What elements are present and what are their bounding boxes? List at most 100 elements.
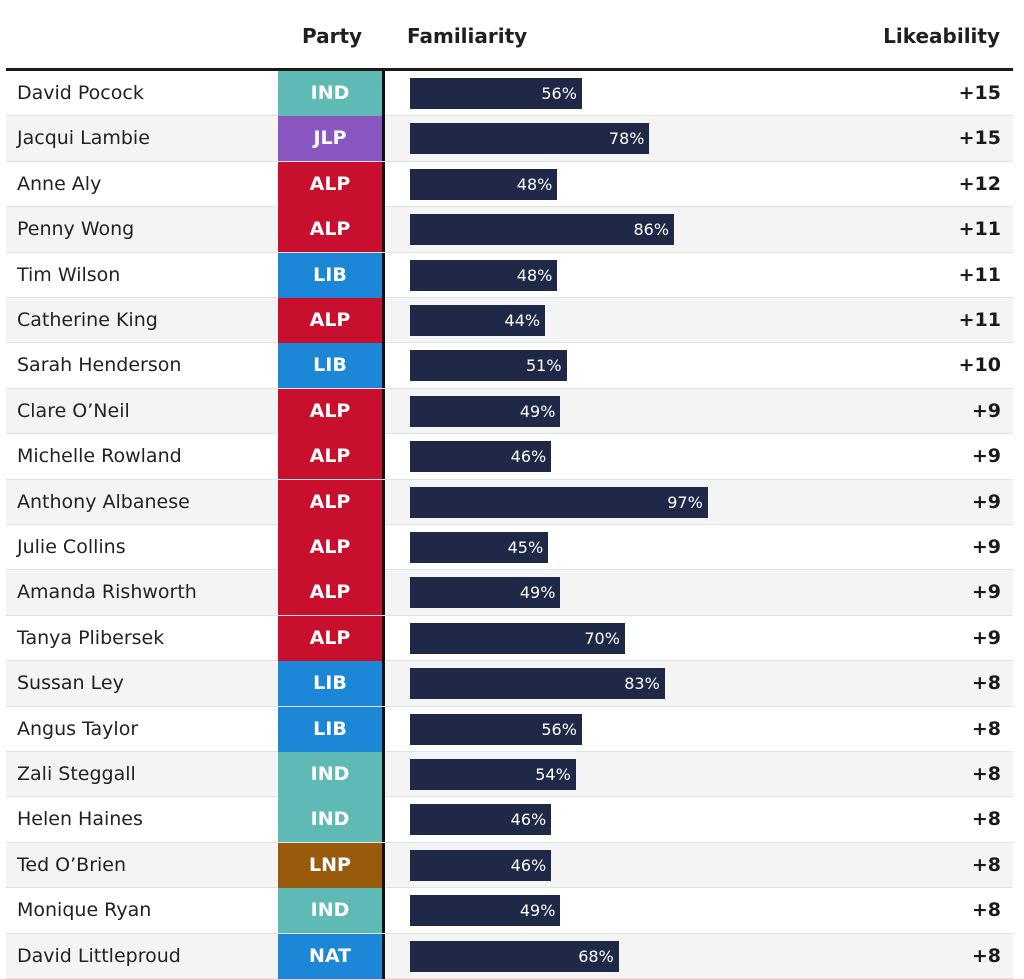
familiarity-value-label: 56% xyxy=(541,84,577,103)
party-badge: LIB xyxy=(278,343,382,389)
party-badge: ALP xyxy=(278,434,382,480)
familiarity-value-label: 68% xyxy=(578,946,614,966)
column-divider xyxy=(382,116,385,162)
familiarity-bar: 68% xyxy=(410,940,619,972)
column-divider xyxy=(382,797,385,843)
likeability-value: +12 xyxy=(958,172,1001,195)
familiarity-value-label: 56% xyxy=(541,719,577,739)
familiarity-value-label: 45% xyxy=(507,538,544,557)
party-badge: LIB xyxy=(278,252,382,298)
column-divider xyxy=(382,388,385,434)
column-divider xyxy=(382,207,385,253)
familiarity-bar: 45% xyxy=(410,532,549,563)
familiarity-bar: 97% xyxy=(410,486,708,518)
column-divider xyxy=(382,434,385,480)
table-row: Anthony Albanese ALP 97% +9 xyxy=(6,479,1013,525)
party-badge: ALP xyxy=(278,207,382,253)
party-badge: LIB xyxy=(278,706,382,752)
table-row: Anne Aly ALP 48% +12 xyxy=(6,161,1013,208)
familiarity-value-label: 51% xyxy=(526,356,562,376)
familiarity-value-label: 70% xyxy=(584,628,620,648)
politician-name: Zali Steggall xyxy=(17,763,136,785)
likeability-value: +11 xyxy=(958,309,1001,331)
likeability-value: +8 xyxy=(971,717,1001,740)
familiarity-bar: 49% xyxy=(410,577,561,609)
politician-name: Catherine King xyxy=(17,309,158,331)
table-row: Zali Steggall IND 54% +8 xyxy=(6,752,1013,798)
familiarity-bar: 46% xyxy=(410,441,552,473)
party-badge: LIB xyxy=(278,661,382,707)
familiarity-value-label: 49% xyxy=(519,901,556,921)
party-badge: ALP xyxy=(278,161,382,207)
familiarity-bar: 48% xyxy=(410,259,558,291)
likeability-value: +8 xyxy=(971,763,1001,785)
table-row: Amanda Rishworth ALP 49% +9 xyxy=(6,570,1013,616)
table-row: Jacqui Lambie JLP 78% +15 xyxy=(6,116,1013,162)
politician-name: Ted O’Brien xyxy=(17,853,127,876)
politician-name: Tim Wilson xyxy=(17,263,121,286)
column-divider xyxy=(382,933,385,979)
familiarity-value-label: 83% xyxy=(624,674,660,694)
likeability-value: +15 xyxy=(958,82,1001,104)
likeability-value: +8 xyxy=(971,899,1001,922)
familiarity-value-label: 48% xyxy=(516,174,553,194)
politician-name: Helen Haines xyxy=(17,808,143,831)
party-badge: ALP xyxy=(278,525,382,570)
table-row: Catherine King ALP 44% +11 xyxy=(6,298,1013,344)
politician-name: Julie Collins xyxy=(17,536,126,558)
politician-name: Anthony Albanese xyxy=(17,490,190,513)
table-row: Julie Collins ALP 45% +9 xyxy=(6,525,1013,571)
politician-name: Anne Aly xyxy=(17,172,102,195)
familiarity-value-label: 46% xyxy=(510,447,547,467)
familiarity-bar: 70% xyxy=(410,622,625,654)
likeability-value: +15 xyxy=(958,127,1001,150)
column-divider xyxy=(382,752,385,797)
column-divider xyxy=(382,479,385,525)
familiarity-value-label: 86% xyxy=(633,220,670,240)
politician-name: Tanya Plibersek xyxy=(17,626,165,649)
column-divider xyxy=(382,615,385,661)
party-badge: ALP xyxy=(278,298,382,343)
party-badge: ALP xyxy=(278,615,382,661)
table-row: Sussan Ley LIB 83% +8 xyxy=(6,661,1013,707)
familiarity-value-label: 46% xyxy=(510,810,547,830)
politician-name: Michelle Rowland xyxy=(17,445,182,468)
column-divider xyxy=(382,252,385,298)
familiarity-value-label: 46% xyxy=(510,855,547,875)
party-badge: IND xyxy=(278,888,382,934)
table-row: Ted O’Brien LNP 46% +8 xyxy=(6,842,1013,889)
familiarity-value-label: 48% xyxy=(516,265,553,285)
party-badge: IND xyxy=(278,797,382,843)
familiarity-bar: 49% xyxy=(410,895,561,927)
familiarity-bar: 83% xyxy=(410,668,665,700)
politician-name: Penny Wong xyxy=(17,218,135,241)
likeability-value: +9 xyxy=(971,626,1001,649)
likeability-value: +9 xyxy=(971,445,1001,468)
likeability-value: +8 xyxy=(971,853,1001,876)
likeability-value: +8 xyxy=(971,808,1001,831)
table-row: Sarah Henderson LIB 51% +10 xyxy=(6,343,1013,389)
politician-name: Jacqui Lambie xyxy=(17,127,150,150)
table-row: Tanya Plibersek ALP 70% +9 xyxy=(6,615,1013,662)
familiarity-bar: 49% xyxy=(410,395,561,427)
party-badge: IND xyxy=(278,752,382,797)
likeability-column-header: Likeability xyxy=(883,24,1000,48)
table-row: Tim Wilson LIB 48% +11 xyxy=(6,252,1013,298)
familiarity-bar: 46% xyxy=(410,849,552,881)
party-column-header: Party xyxy=(302,24,363,48)
politician-name: Angus Taylor xyxy=(17,717,139,740)
table-header: Party Familiarity Likeability xyxy=(0,0,1024,71)
table-row: Helen Haines IND 46% +8 xyxy=(6,797,1013,843)
table-row: David Littleproud NAT 68% +8 xyxy=(6,933,1013,979)
familiarity-value-label: 49% xyxy=(519,583,556,603)
header-rule xyxy=(6,68,1013,71)
column-divider xyxy=(382,888,385,934)
column-divider xyxy=(382,706,385,752)
familiarity-column-header: Familiarity xyxy=(407,24,528,48)
politician-name: Sussan Ley xyxy=(17,672,124,695)
likeability-value: +11 xyxy=(958,263,1001,286)
familiarity-value-label: 54% xyxy=(535,765,571,784)
likeability-value: +8 xyxy=(971,944,1001,967)
familiarity-value-label: 78% xyxy=(608,129,645,149)
party-badge: ALP xyxy=(278,570,382,616)
